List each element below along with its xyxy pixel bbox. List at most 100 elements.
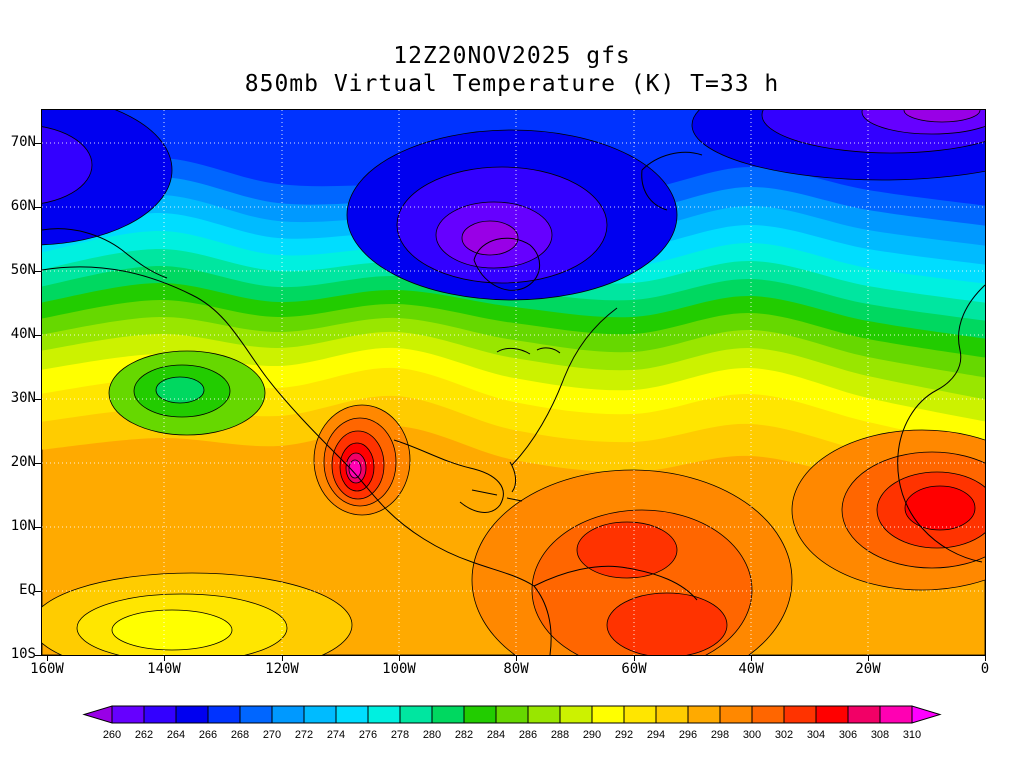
colorbar-label: 264 [167, 729, 185, 741]
colorbar-label: 284 [487, 729, 505, 741]
colorbar-cell [527, 705, 561, 724]
colorbar-cell [431, 705, 465, 724]
colorbar-cell [655, 705, 689, 724]
colorbar-cell [111, 705, 145, 724]
coast-gulf [393, 439, 504, 513]
y-tick-mark [35, 143, 42, 144]
y-tick-label: 10S [10, 646, 36, 662]
coast-great-lakes [496, 347, 561, 355]
colorbar-label: 274 [327, 729, 345, 741]
x-tick-mark [985, 655, 986, 661]
x-tick-label: 100W [382, 661, 416, 677]
x-tick-mark [282, 655, 283, 661]
colorbar-cell [719, 705, 753, 724]
y-tick-label: EQ [19, 582, 36, 598]
colorbar-label: 306 [839, 729, 857, 741]
colorbar-scale: 260 262 264 266 268 270 272 274 276 278 280 282 284 2… [82, 705, 942, 741]
colorbar-cell [623, 705, 657, 724]
x-tick-mark [634, 655, 635, 661]
colorbar-cell [335, 705, 369, 724]
colorbar-label: 298 [711, 729, 729, 741]
lat-lon-gridlines [42, 110, 985, 655]
colorbar-cell [239, 705, 273, 724]
y-tick-label: 20N [10, 454, 36, 470]
colorbar-label: 272 [295, 729, 313, 741]
colorbar-cell [815, 705, 849, 724]
y-tick-label: 50N [10, 262, 36, 278]
y-tick-mark [35, 399, 42, 400]
colorbar-cell [783, 705, 817, 724]
colorbar-cell [175, 705, 209, 724]
colorbar-label: 288 [551, 729, 569, 741]
colorbar-label: 310 [903, 729, 921, 741]
y-tick-mark [35, 591, 42, 592]
y-tick-mark [35, 207, 42, 208]
coast-greenland-tip [641, 151, 703, 211]
colorbar-cell [879, 705, 913, 724]
colorbar-label: 290 [583, 729, 601, 741]
y-tick-mark [35, 271, 42, 272]
x-tick-mark [399, 655, 400, 661]
x-tick-label: 160W [30, 661, 64, 677]
y-tick-label: 40N [10, 326, 36, 342]
colorbar-label: 300 [743, 729, 761, 741]
colorbar-cell [143, 705, 177, 724]
coast-africa-iberia [897, 284, 985, 563]
y-tick-mark [35, 527, 42, 528]
colorbar-arrow-left [82, 705, 113, 724]
coast-us-east [511, 307, 618, 466]
colorbar: 260 262 264 266 268 270 272 274 276 278 280 282 284 2… [81, 704, 943, 756]
y-tick-label: 70N [10, 134, 36, 150]
x-tick-label: 60W [621, 661, 647, 677]
colorbar-label: 270 [263, 729, 281, 741]
chart-titles: 12Z20NOV2025 gfs 850mb Virtual Temperatu… [0, 42, 1024, 98]
coast-florida [509, 461, 517, 493]
colorbar-label: 302 [775, 729, 793, 741]
cold-air-cores [42, 110, 985, 301]
colorbar-label: 304 [807, 729, 825, 741]
coast-sa-north [533, 565, 698, 601]
colorbar-label: 266 [199, 729, 217, 741]
colorbar-cell [847, 705, 881, 724]
x-tick-label: 120W [265, 661, 299, 677]
coast-caribbean-islands [471, 489, 523, 502]
y-tick-label: 60N [10, 198, 36, 214]
x-tick-label: 20W [855, 661, 881, 677]
colorbar-cell [559, 705, 593, 724]
temperature-contour-map [42, 110, 985, 655]
colorbar-label: 282 [455, 729, 473, 741]
colorbar-label: 268 [231, 729, 249, 741]
colorbar-cell [271, 705, 305, 724]
colorbar-label: 280 [423, 729, 441, 741]
x-tick-mark [164, 655, 165, 661]
x-tick-label: 0 [980, 661, 990, 677]
x-tick-label: 80W [503, 661, 529, 677]
colorbar-cell [399, 705, 433, 724]
colorbar-label: 276 [359, 729, 377, 741]
coast-central-america [386, 509, 535, 587]
y-tick-mark [35, 335, 42, 336]
coast-alaska [42, 228, 168, 279]
colorbar-label: 308 [871, 729, 889, 741]
colorbar-label: 294 [647, 729, 665, 741]
coast-na-west [42, 266, 388, 511]
x-tick-label: 140W [147, 661, 181, 677]
secondary-features [42, 350, 353, 655]
colorbar-cell [463, 705, 497, 724]
colorbar-label: 278 [391, 729, 409, 741]
colorbar-label: 260 [103, 729, 121, 741]
colorbar-cell [207, 705, 241, 724]
coast-hudson-bay [473, 237, 540, 291]
colorbar-cell [303, 705, 337, 724]
coast-sa-west [533, 585, 552, 655]
y-tick-mark [35, 463, 42, 464]
colorbar-cell [751, 705, 785, 724]
colorbar-cell [495, 705, 529, 724]
map-frame [41, 109, 986, 656]
warm-air-cores [313, 404, 985, 655]
chart-title-line2: 850mb Virtual Temperature (K) T=33 h [244, 71, 780, 98]
colorbar-label: 262 [135, 729, 153, 741]
x-tick-mark [868, 655, 869, 661]
y-tick-label: 10N [10, 518, 36, 534]
